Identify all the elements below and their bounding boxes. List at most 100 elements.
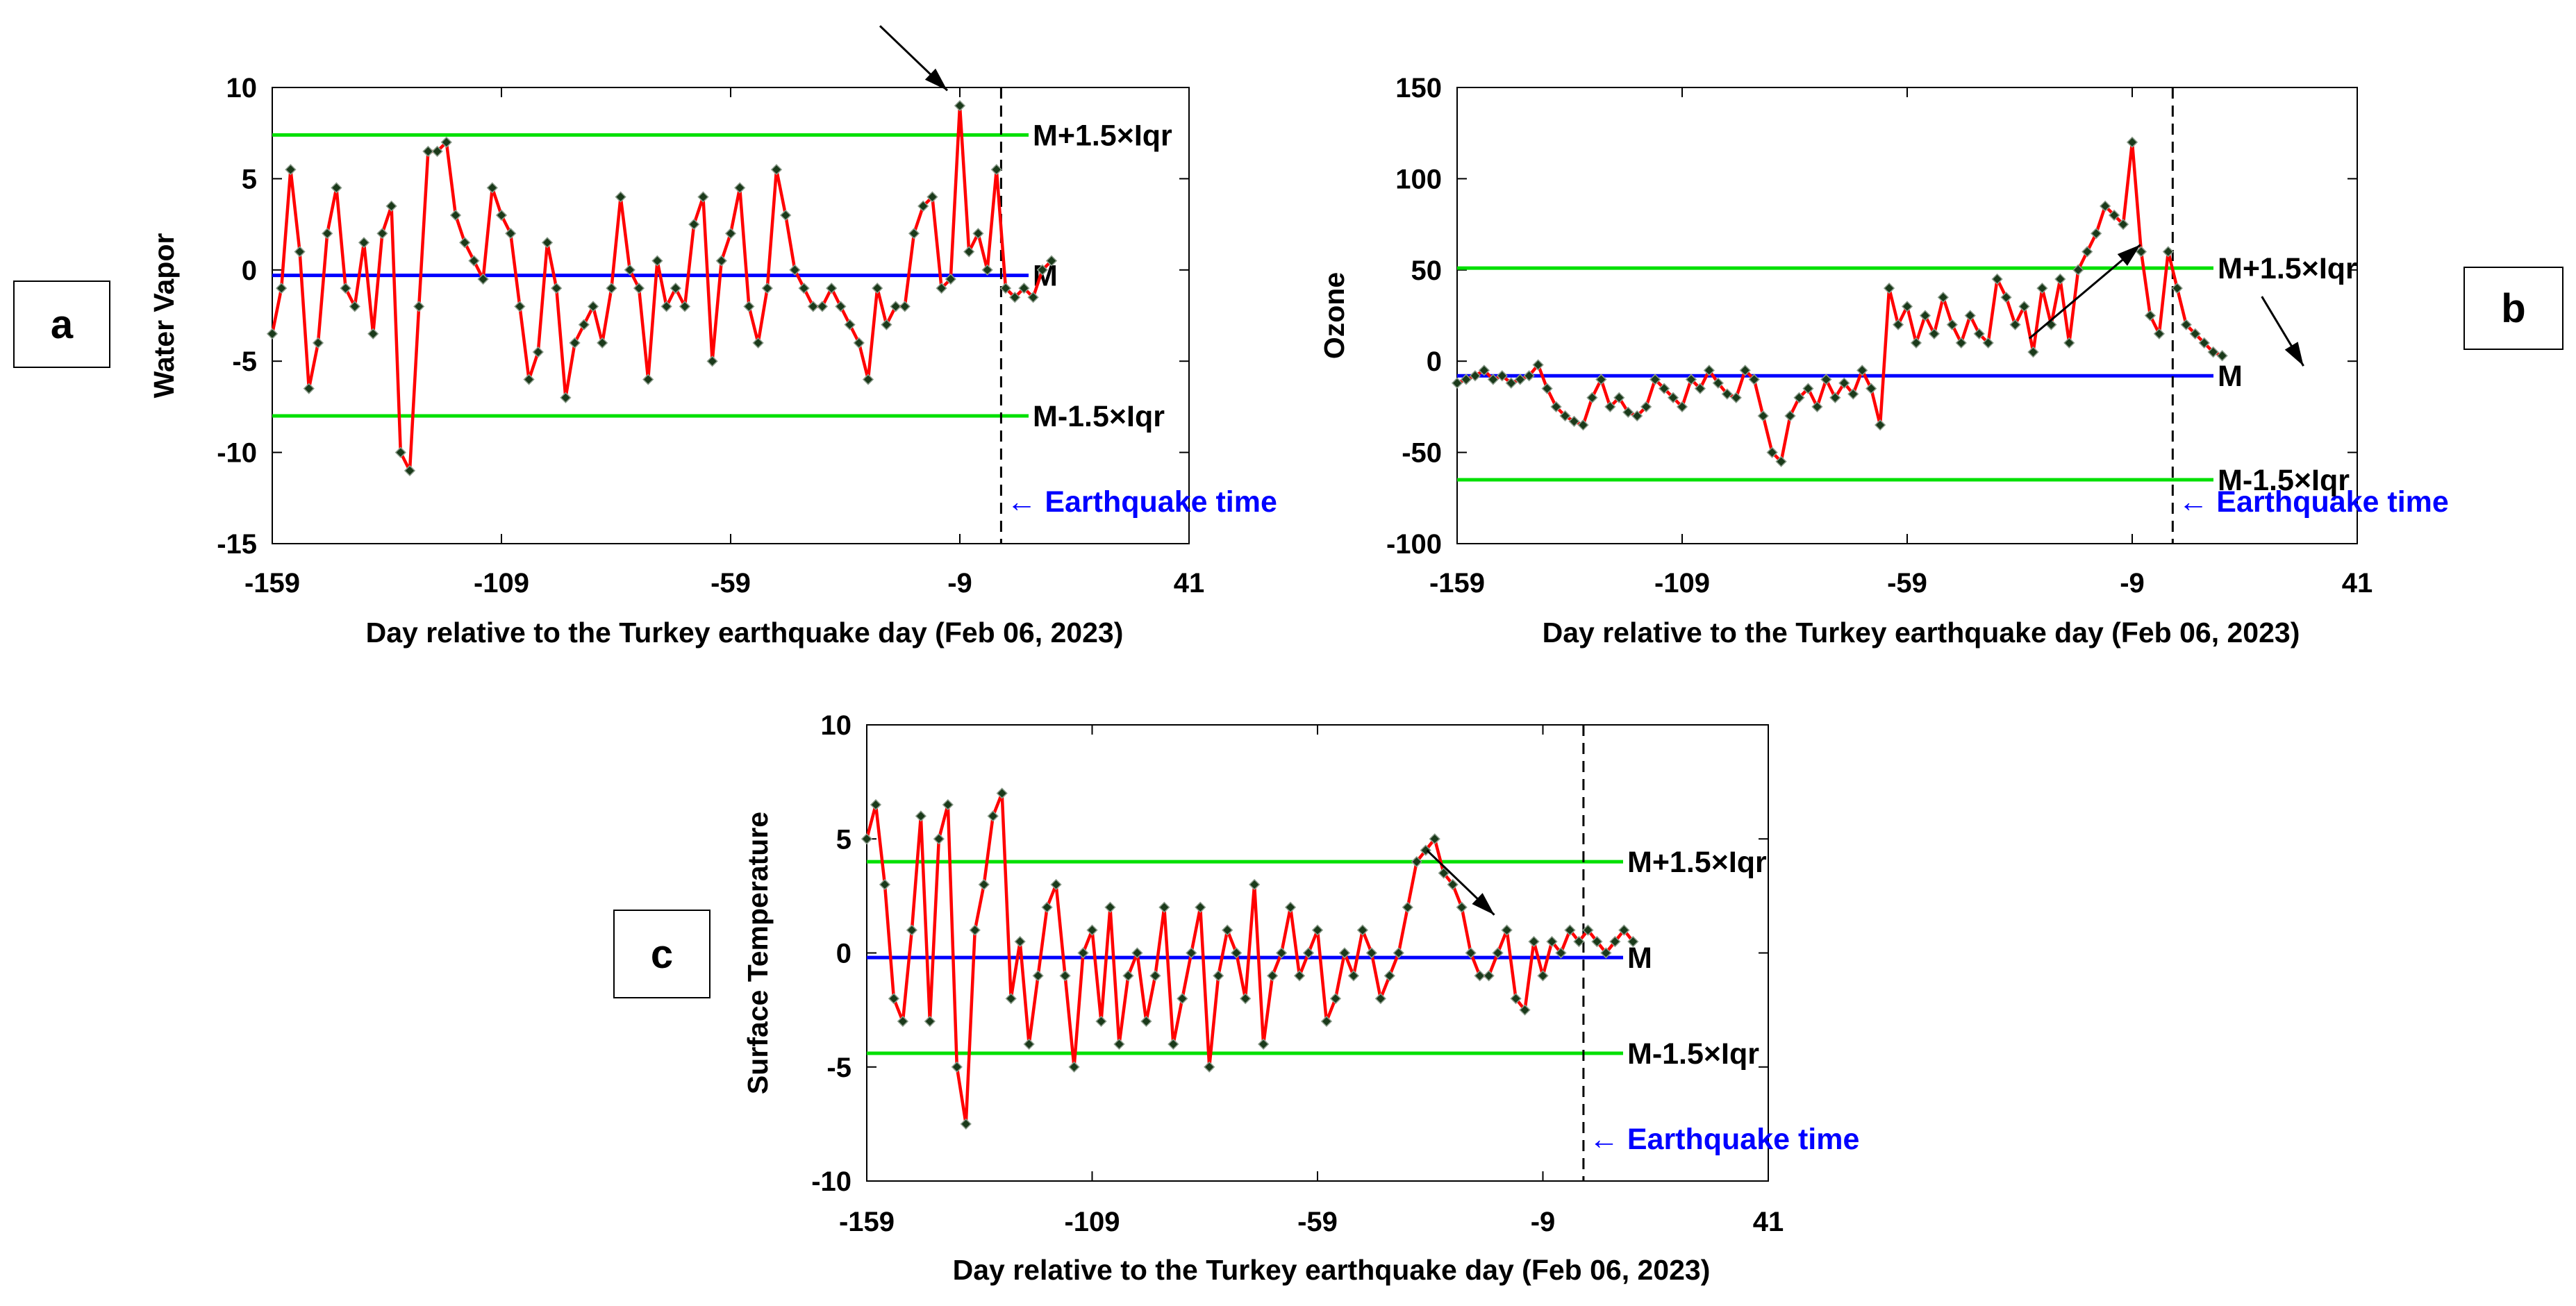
panel-a-data-point [385, 200, 397, 212]
panel-c-data-point [1320, 1015, 1333, 1028]
panel-b-data-point [1892, 319, 1904, 330]
panel-c-data-point [942, 798, 954, 811]
panel-c-ylabel: Surface Temperature [742, 812, 774, 1094]
panel-c-anomaly-arrow-0-head [1472, 893, 1495, 915]
panel-a-data-point [285, 164, 297, 176]
panel-b-upper-bound-label: M+1.5×Iqr [2218, 252, 2357, 285]
panel-a-lower-bound-label: M-1.5×Iqr [1033, 400, 1165, 433]
panel-a-data-point [358, 237, 370, 249]
panel-a-data-point [340, 282, 351, 294]
panel-c-data-point [1465, 947, 1477, 959]
panel-label-b-box: b [2463, 267, 2563, 350]
panel-c-data-point [870, 798, 882, 811]
panel-b-data-point [2207, 346, 2219, 358]
panel-b-data-point [1937, 292, 1949, 303]
panel-b-data-point [1973, 328, 1985, 340]
panel-b-data-point [1595, 374, 1607, 385]
panel-a-data-point [926, 191, 938, 203]
panel-b-data-point [2072, 264, 2084, 276]
panel-c-lower-bound-label: M-1.5×Iqr [1627, 1037, 1759, 1071]
panel-c-data-point [1204, 1061, 1215, 1073]
panel-c-data-point [1474, 970, 1486, 982]
panel-a-data-point [624, 264, 635, 276]
panel-c-data-point [1456, 901, 1468, 913]
panel-label-a: a [51, 302, 74, 347]
panel-c-data-point [1347, 970, 1360, 982]
panel-a-data-point [440, 136, 452, 148]
panel-a-data-point [954, 100, 966, 112]
panel-b-data-point [1739, 365, 1751, 376]
panel-b-ytick-label: -100 [1386, 529, 1442, 560]
panel-a-data-point [367, 328, 379, 340]
panel-b-data-point [1613, 392, 1625, 403]
panel-b-data-point [1586, 392, 1598, 403]
panel-a-data-point [404, 464, 416, 477]
panel-a-xlabel: Day relative to the Turkey earthquake da… [366, 617, 1124, 648]
panel-c-data-point [1356, 924, 1369, 936]
panel-b-data-point [1838, 377, 1850, 389]
panel-a-data-point [807, 301, 819, 312]
panel-a-data-point [651, 255, 663, 267]
panel-a-data-point [724, 228, 737, 240]
panel-a-data-point [312, 337, 324, 349]
panel-c-data-point [1222, 924, 1233, 936]
panel-c-data-point [1582, 924, 1594, 936]
panel-a-earthquake-label: ← Earthquake time [1006, 485, 1277, 519]
panel-b-data-point [1802, 383, 1814, 394]
panel-c-data-point [1528, 935, 1540, 948]
panel-b-data-point [1694, 383, 1706, 394]
panel-b-data-point [2009, 319, 2021, 330]
panel-c-data-point [1447, 878, 1459, 891]
panel-c-data-point [1402, 901, 1413, 913]
panel-c-data-point [1140, 1015, 1152, 1028]
panel-c-data-point [1618, 924, 1630, 936]
panel-a-data-point [459, 237, 471, 249]
panel-a-data-point [945, 273, 956, 285]
panel-b-data-point [1487, 374, 1499, 385]
panel-a-data-point [862, 374, 874, 385]
panel-a-data-point [981, 264, 993, 276]
panel-c-data-point [1302, 947, 1315, 959]
panel-c-data-point [1311, 924, 1324, 936]
panel-a-data-point [972, 228, 984, 240]
panel-b-data-point [1775, 455, 1787, 467]
panel-b-data-point [1766, 446, 1778, 458]
panel-c-data-point [1231, 947, 1243, 959]
panel-b-data-point [1883, 282, 1895, 294]
panel-a-data-point [1036, 264, 1048, 276]
panel-b-data-point [2180, 319, 2192, 330]
panel-c-data-point [1059, 970, 1071, 982]
panel-a-data-point [908, 228, 920, 240]
panel-b-data-point [2000, 292, 2012, 303]
panel-b-data-point [2216, 350, 2228, 362]
panel-c-data-point [1600, 947, 1612, 959]
panel-a-xtick-label: -109 [474, 568, 529, 598]
panel-a-data-point [486, 182, 498, 194]
panel-a-data-point [331, 182, 342, 194]
panel-a-data-point [1009, 292, 1021, 303]
panel-a-data-point [743, 301, 755, 312]
panel-a-data-point [569, 337, 581, 349]
panel-b-data-point [1847, 388, 1859, 400]
panel-a-data-point [422, 145, 434, 158]
panel-c-data-point [1627, 935, 1639, 948]
panel-b-data-point [1541, 383, 1553, 394]
panel-b-data-point [1505, 377, 1517, 389]
panel-b-data-point [1550, 401, 1562, 413]
panel-a-data-point [642, 374, 654, 385]
panel-a-data-point [477, 273, 489, 285]
panel-c-data-point [1041, 901, 1053, 913]
panel-c-data-point [1555, 947, 1567, 959]
panel-c-data-point [1086, 924, 1098, 936]
panel-a-data-point [633, 282, 645, 294]
panel-b-data-point [2189, 328, 2201, 340]
panel-a-data-point [1027, 292, 1039, 303]
panel-b-data-point [1559, 410, 1571, 422]
panel-c-xtick-label: -9 [1531, 1207, 1556, 1237]
panel-b-data-point [1451, 377, 1463, 389]
panel-b-xtick-label: 41 [2342, 568, 2373, 598]
panel-b-data-point [1721, 388, 1733, 400]
panel-b-data-point [2081, 246, 2093, 258]
panel-c-data-point [915, 810, 927, 822]
panel-a-data-point [917, 200, 929, 212]
